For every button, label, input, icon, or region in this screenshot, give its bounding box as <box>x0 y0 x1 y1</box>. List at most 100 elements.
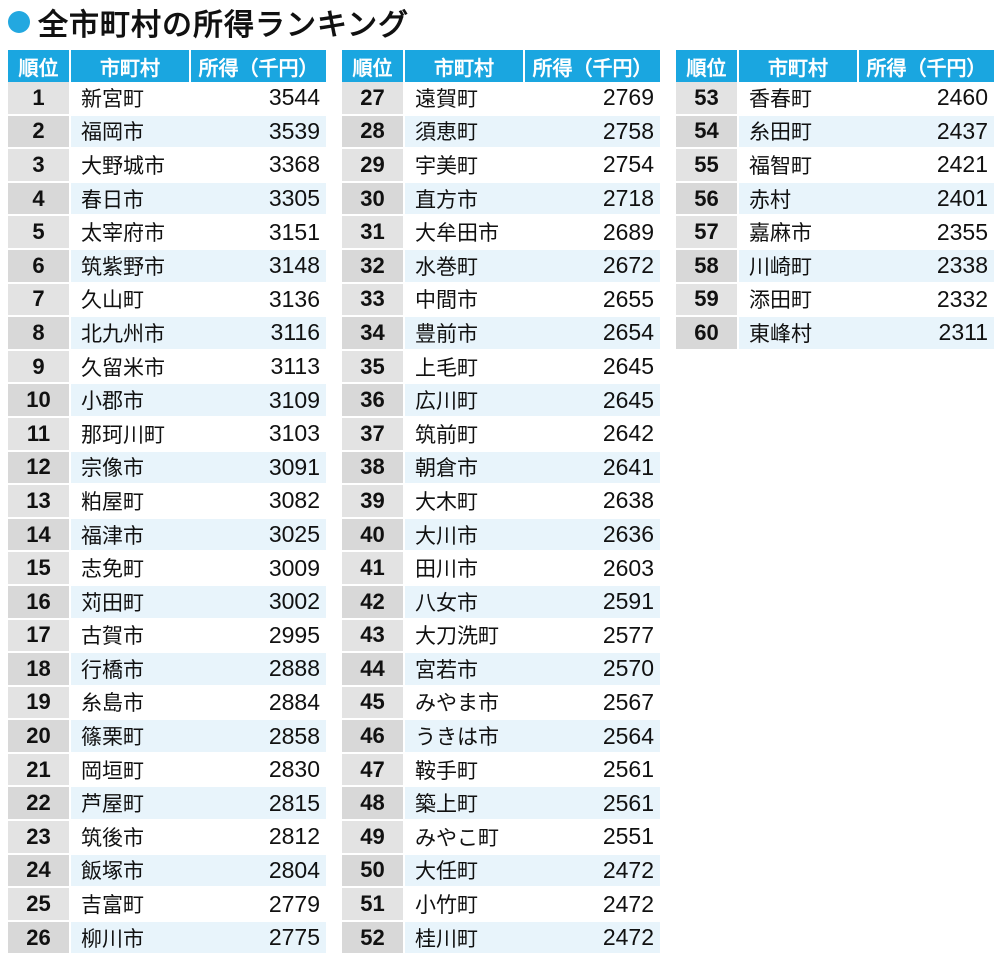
table-row: 31 大牟田市 2689 <box>342 215 660 250</box>
income-cell: 3136 <box>190 282 326 318</box>
table-row: 30 直方市 2718 <box>342 181 660 217</box>
table-row: 40 大川市 2636 <box>342 517 660 553</box>
table-row: 42 八女市 2591 <box>342 584 660 620</box>
table-header-row: 順位 市町村 所得（千円） <box>342 50 660 82</box>
table-header-row: 順位 市町村 所得（千円） <box>8 50 326 82</box>
rank-cell: 4 <box>8 181 71 217</box>
rank-cell: 43 <box>342 618 405 654</box>
rank-cell: 25 <box>8 887 71 922</box>
header-rank: 順位 <box>342 50 405 82</box>
income-cell: 2641 <box>524 450 660 486</box>
income-cell: 2636 <box>524 517 660 553</box>
page-title-area: 全市町村の所得ランキング <box>8 2 409 43</box>
income-cell: 3368 <box>190 148 326 183</box>
rank-cell: 47 <box>342 752 405 788</box>
table-row: 10 小郡市 3109 <box>8 383 326 418</box>
municipality-cell: 行橋市 <box>70 652 190 687</box>
rank-cell: 52 <box>342 920 405 956</box>
municipality-cell: 篠栗町 <box>70 719 190 754</box>
municipality-cell: 添田町 <box>738 282 858 318</box>
income-cell: 2672 <box>524 248 660 284</box>
municipality-cell: 柳川市 <box>70 920 190 956</box>
municipality-cell: 糸島市 <box>70 685 190 721</box>
income-cell: 2830 <box>190 752 326 788</box>
income-cell: 2779 <box>190 887 326 922</box>
income-cell: 2754 <box>524 148 660 183</box>
rank-cell: 3 <box>8 148 71 183</box>
table-row: 9 久留米市 3113 <box>8 349 326 385</box>
municipality-cell: 新宮町 <box>70 82 190 116</box>
table-row: 46 うきは市 2564 <box>342 719 660 754</box>
table-row: 23 筑後市 2812 <box>8 820 326 855</box>
municipality-cell: 福智町 <box>738 148 858 183</box>
table-row: 8 北九州市 3116 <box>8 316 326 351</box>
income-cell: 2338 <box>858 248 994 284</box>
municipality-cell: うきは市 <box>404 719 524 754</box>
municipality-cell: 吉富町 <box>70 887 190 922</box>
municipality-cell: 那珂川町 <box>70 416 190 452</box>
rank-cell: 20 <box>8 719 71 754</box>
municipality-cell: 八女市 <box>404 584 524 620</box>
table-row: 15 志免町 3009 <box>8 551 326 586</box>
municipality-cell: 須恵町 <box>404 114 524 150</box>
income-cell: 2758 <box>524 114 660 150</box>
income-cell: 2655 <box>524 282 660 318</box>
municipality-cell: 筑前町 <box>404 416 524 452</box>
table-row: 22 芦屋町 2815 <box>8 786 326 822</box>
rank-cell: 56 <box>676 181 739 217</box>
municipality-cell: 桂川町 <box>404 920 524 956</box>
rank-cell: 2 <box>8 114 71 150</box>
income-cell: 2567 <box>524 685 660 721</box>
table-row: 55 福智町 2421 <box>676 148 994 183</box>
municipality-cell: 遠賀町 <box>404 82 524 116</box>
income-cell: 2812 <box>190 820 326 855</box>
rank-cell: 55 <box>676 148 739 183</box>
table-row: 6 筑紫野市 3148 <box>8 248 326 284</box>
table-row: 36 広川町 2645 <box>342 383 660 418</box>
rank-cell: 27 <box>342 82 405 116</box>
rank-cell: 6 <box>8 248 71 284</box>
income-cell: 2642 <box>524 416 660 452</box>
rank-cell: 13 <box>8 484 71 519</box>
table-row: 18 行橋市 2888 <box>8 652 326 687</box>
municipality-cell: 東峰村 <box>738 316 858 351</box>
income-cell: 2437 <box>858 114 994 150</box>
income-cell: 2858 <box>190 719 326 754</box>
table-row: 17 古賀市 2995 <box>8 618 326 654</box>
income-cell: 2815 <box>190 786 326 822</box>
table-row: 21 岡垣町 2830 <box>8 752 326 788</box>
income-cell: 3025 <box>190 517 326 553</box>
rank-cell: 15 <box>8 551 71 586</box>
municipality-cell: 志免町 <box>70 551 190 586</box>
rank-cell: 18 <box>8 652 71 687</box>
rank-cell: 12 <box>8 450 71 486</box>
municipality-cell: 久山町 <box>70 282 190 318</box>
municipality-cell: 嘉麻市 <box>738 215 858 250</box>
rank-cell: 17 <box>8 618 71 654</box>
header-municipality: 市町村 <box>70 50 191 82</box>
income-cell: 2654 <box>524 316 660 351</box>
municipality-cell: 苅田町 <box>70 584 190 620</box>
rank-cell: 32 <box>342 248 405 284</box>
rank-cell: 29 <box>342 148 405 183</box>
rank-cell: 57 <box>676 215 739 250</box>
rank-cell: 5 <box>8 215 71 250</box>
income-cell: 2591 <box>524 584 660 620</box>
municipality-cell: 福岡市 <box>70 114 190 150</box>
municipality-cell: 粕屋町 <box>70 484 190 519</box>
rank-cell: 9 <box>8 349 71 385</box>
rank-cell: 7 <box>8 282 71 318</box>
income-cell: 2603 <box>524 551 660 586</box>
table-row: 1 新宮町 3544 <box>8 82 326 116</box>
table-row: 39 大木町 2638 <box>342 484 660 519</box>
header-income: 所得（千円） <box>190 50 326 82</box>
municipality-cell: 直方市 <box>404 181 524 217</box>
rank-cell: 33 <box>342 282 405 318</box>
municipality-cell: 北九州市 <box>70 316 190 351</box>
income-cell: 2421 <box>858 148 994 183</box>
income-cell: 2689 <box>524 215 660 250</box>
municipality-cell: 宗像市 <box>70 450 190 486</box>
municipality-cell: 岡垣町 <box>70 752 190 788</box>
municipality-cell: 川崎町 <box>738 248 858 284</box>
municipality-cell: みやま市 <box>404 685 524 721</box>
